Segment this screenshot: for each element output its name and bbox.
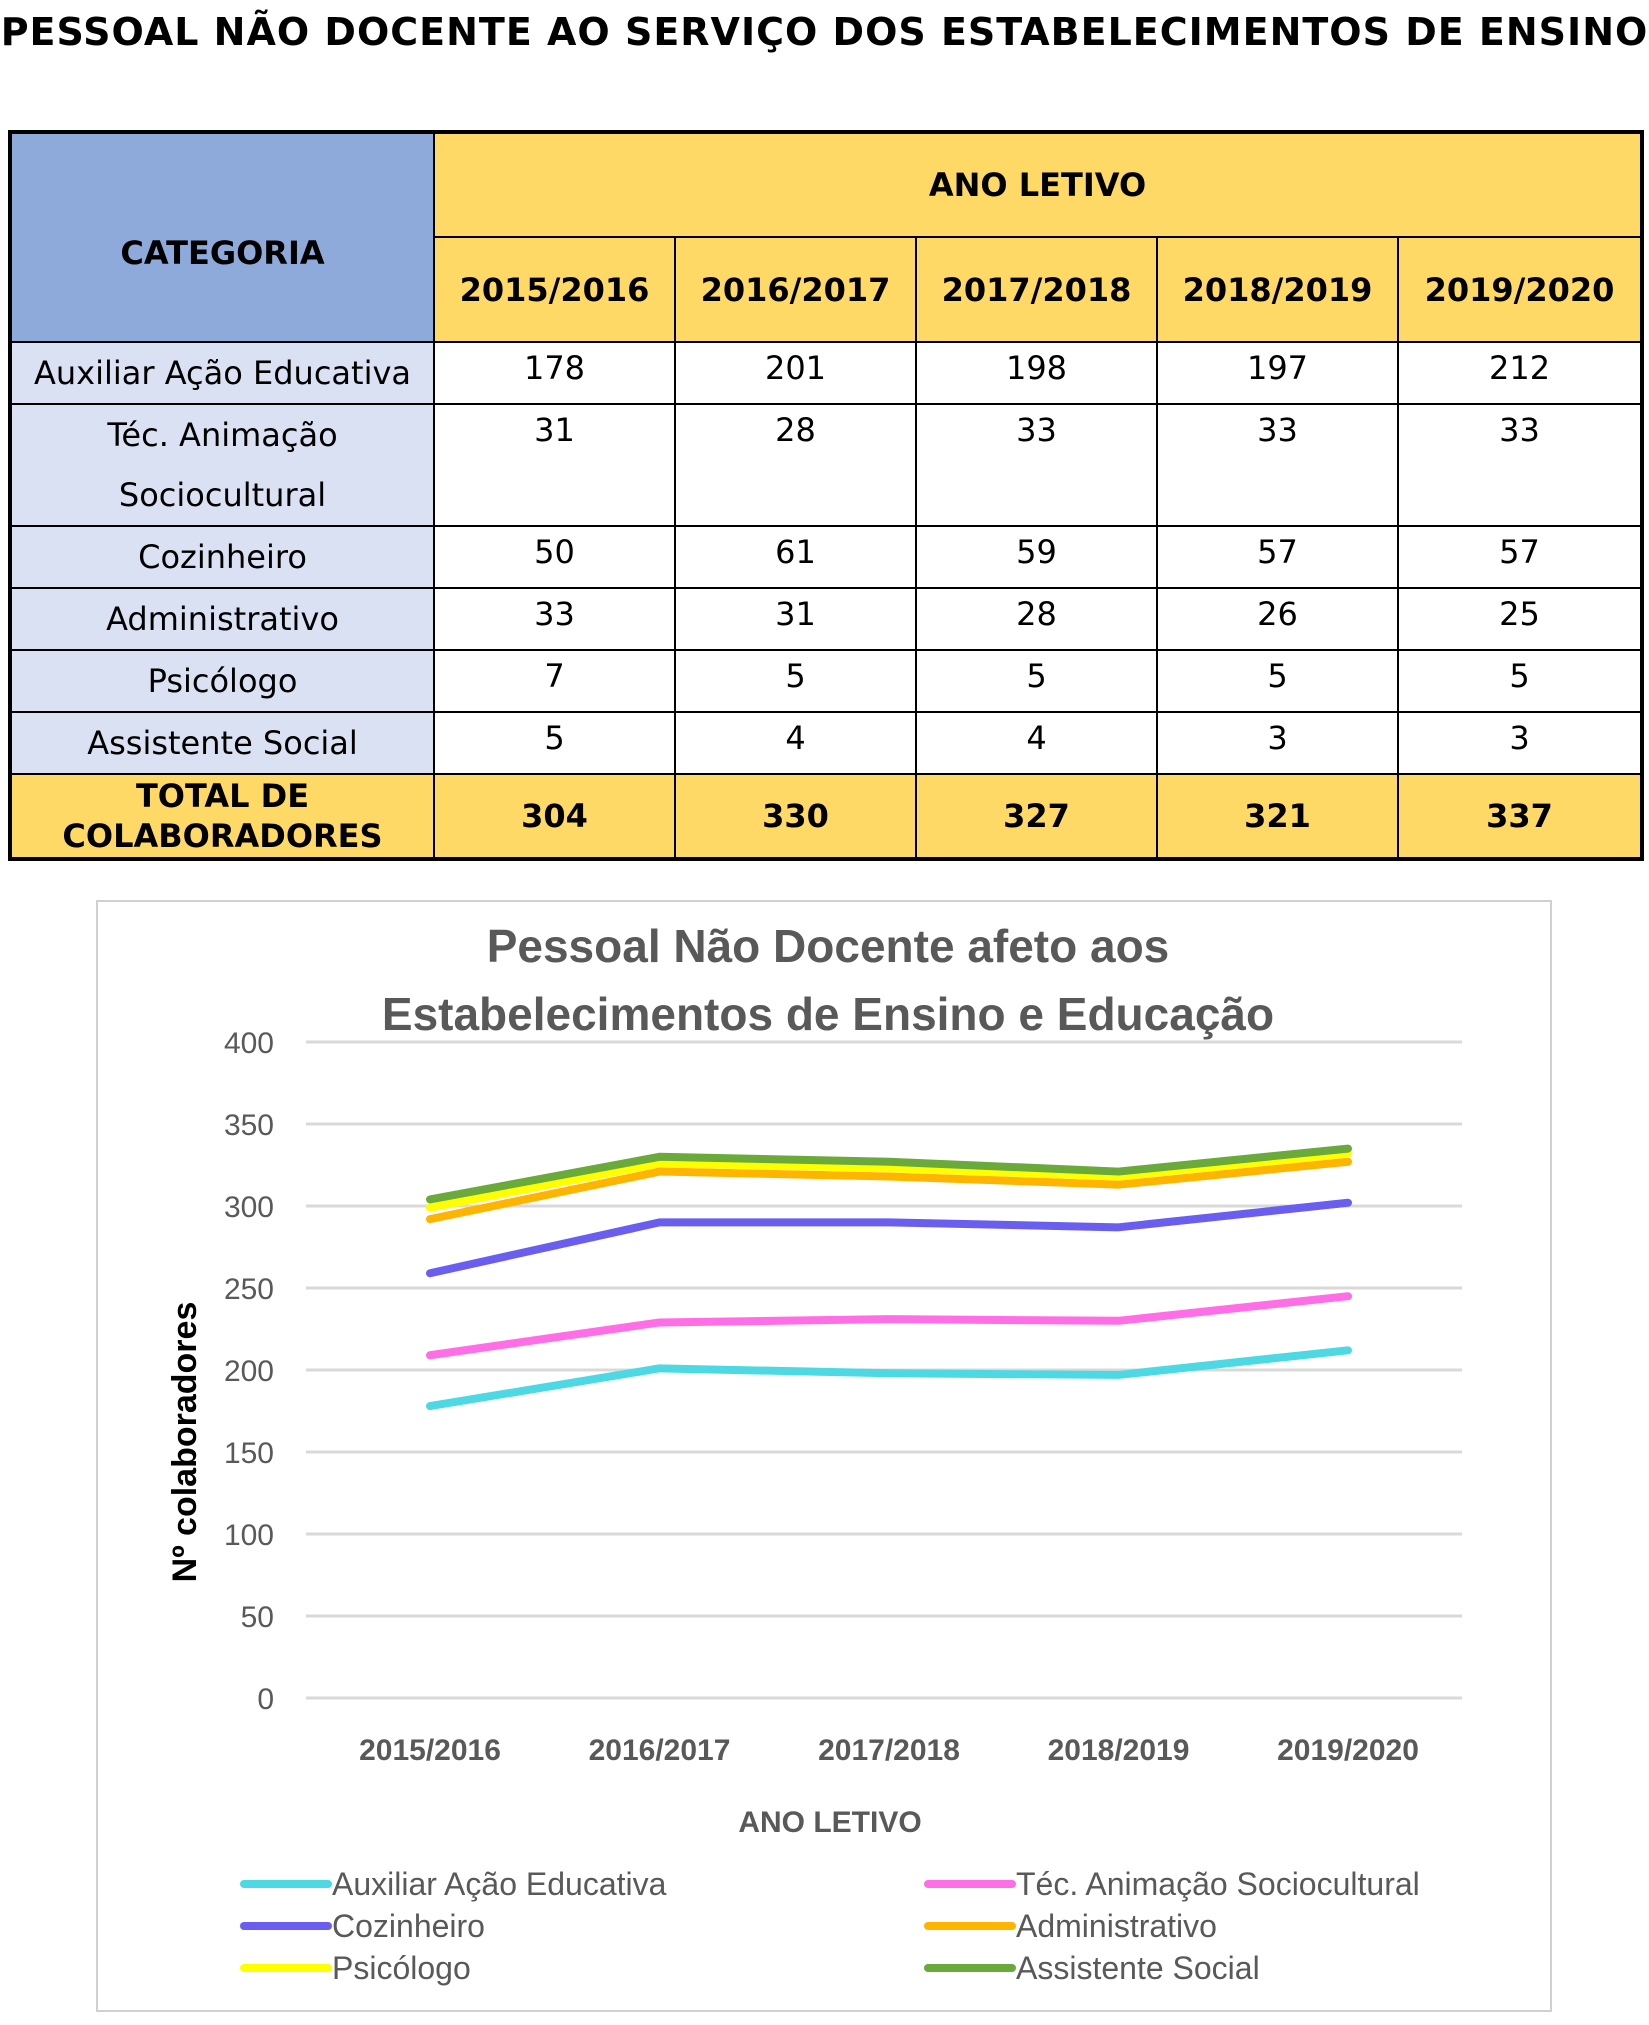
- y-tick-label: 250: [224, 1273, 274, 1306]
- category-cell: Psicólogo: [9, 649, 435, 713]
- category-cell: Cozinheiro: [9, 525, 435, 589]
- value-cell: 28: [915, 587, 1158, 651]
- value-cell: 212: [1396, 341, 1644, 405]
- y-tick-label: 0: [257, 1683, 274, 1716]
- series-line: [426, 1292, 1352, 1360]
- value-cell: 33: [433, 587, 676, 651]
- total-row: TOTAL DE COLABORADORES 304 330 327 321 3…: [9, 773, 1644, 860]
- table-row: Assistente Social 5 4 4 3 3: [9, 711, 1644, 775]
- total-cell: 327: [915, 773, 1158, 860]
- y-tick-label: 400: [224, 1027, 274, 1060]
- year-header: 2015/2016: [433, 236, 676, 343]
- staff-table: CATEGORIA ANO LETIVO 2015/2016 2016/2017…: [8, 130, 1645, 861]
- legend-label: Cozinheiro: [332, 1908, 485, 1944]
- period-header: ANO LETIVO: [432, 131, 1644, 238]
- series-line: [426, 1149, 1352, 1212]
- y-axis-title: Nº colaboradores: [166, 1302, 204, 1583]
- chart-title-line-1: Pessoal Não Docente afeto aos: [487, 920, 1170, 972]
- value-cell: 57: [1396, 525, 1644, 589]
- table-row: Auxiliar Ação Educativa 178 201 198 197 212: [9, 341, 1644, 405]
- x-tick-label: 2018/2019: [1048, 1734, 1190, 1767]
- table-row: Psicólogo 7 5 5 5 5: [9, 649, 1644, 713]
- y-tick-label: 50: [241, 1601, 274, 1634]
- value-cell: 5: [915, 649, 1158, 713]
- y-tick-label: 300: [224, 1191, 274, 1224]
- value-cell: 198: [915, 341, 1158, 405]
- value-cell: 4: [915, 711, 1158, 775]
- category-cell: Auxiliar Ação Educativa: [9, 341, 435, 405]
- total-cell: 337: [1396, 773, 1644, 860]
- table-row: Téc. Animação Sociocultural 31 28 33 33 33: [9, 403, 1644, 527]
- series-line: [426, 1157, 1352, 1224]
- value-cell: 5: [1156, 649, 1399, 713]
- value-cell: 26: [1156, 587, 1399, 651]
- x-tick-label: 2019/2020: [1277, 1734, 1419, 1767]
- legend-label: Assistente Social: [1016, 1950, 1260, 1986]
- y-tick-label: 150: [224, 1437, 274, 1470]
- x-axis-title: ANO LETIVO: [738, 1806, 921, 1839]
- total-cell: 304: [433, 773, 676, 860]
- value-cell: 28: [674, 403, 917, 527]
- total-cell: 321: [1156, 773, 1399, 860]
- y-tick-label: 100: [224, 1519, 274, 1552]
- y-tick-label: 350: [224, 1109, 274, 1142]
- value-cell: 5: [433, 711, 676, 775]
- year-header: 2019/2020: [1396, 236, 1644, 343]
- year-header: 2017/2018: [915, 236, 1158, 343]
- chart-svg: Pessoal Não Docente afeto aos Estabeleci…: [166, 920, 1462, 1986]
- value-cell: 178: [433, 341, 676, 405]
- category-cell: Téc. Animação Sociocultural: [9, 403, 435, 527]
- value-cell: 201: [674, 341, 917, 405]
- value-cell: 197: [1156, 341, 1399, 405]
- chart-title-line-2: Estabelecimentos de Ensino e Educação: [382, 988, 1274, 1040]
- series-line: [426, 1198, 1352, 1278]
- legend-label: Auxiliar Ação Educativa: [332, 1866, 667, 1902]
- legend-label: Psicólogo: [332, 1950, 471, 1986]
- x-tick-label: 2016/2017: [589, 1734, 731, 1767]
- value-cell: 4: [674, 711, 917, 775]
- year-header: 2016/2017: [674, 236, 917, 343]
- value-cell: 31: [674, 587, 917, 651]
- total-label: TOTAL DE COLABORADORES: [9, 773, 435, 860]
- table-row: Cozinheiro 50 61 59 57 57: [9, 525, 1644, 589]
- value-cell: 5: [1396, 649, 1644, 713]
- value-cell: 59: [915, 525, 1158, 589]
- value-cell: 7: [433, 649, 676, 713]
- category-header: CATEGORIA: [9, 131, 435, 343]
- legend-label: Téc. Animação Sociocultural: [1016, 1866, 1420, 1902]
- series-line: [426, 1144, 1352, 1204]
- value-cell: 33: [1156, 403, 1399, 527]
- line-chart: Pessoal Não Docente afeto aos Estabeleci…: [96, 900, 1552, 2012]
- value-cell: 50: [433, 525, 676, 589]
- value-cell: 33: [1396, 403, 1644, 527]
- category-cell: Assistente Social: [9, 711, 435, 775]
- value-cell: 33: [915, 403, 1158, 527]
- value-cell: 31: [433, 403, 676, 527]
- value-cell: 61: [674, 525, 917, 589]
- category-cell: Administrativo: [9, 587, 435, 651]
- value-cell: 25: [1396, 587, 1644, 651]
- series-line: [426, 1346, 1352, 1411]
- total-cell: 330: [674, 773, 917, 860]
- value-cell: 3: [1156, 711, 1399, 775]
- value-cell: 5: [674, 649, 917, 713]
- table-row: Administrativo 33 31 28 26 25: [9, 587, 1644, 651]
- legend-label: Administrativo: [1016, 1908, 1217, 1944]
- x-tick-label: 2015/2016: [359, 1734, 501, 1767]
- value-cell: 57: [1156, 525, 1399, 589]
- y-tick-label: 200: [224, 1355, 274, 1388]
- year-header: 2018/2019: [1156, 236, 1399, 343]
- value-cell: 3: [1396, 711, 1644, 775]
- page-title: PESSOAL NÃO DOCENTE AO SERVIÇO DOS ESTAB…: [0, 10, 1649, 54]
- x-tick-label: 2017/2018: [818, 1734, 960, 1767]
